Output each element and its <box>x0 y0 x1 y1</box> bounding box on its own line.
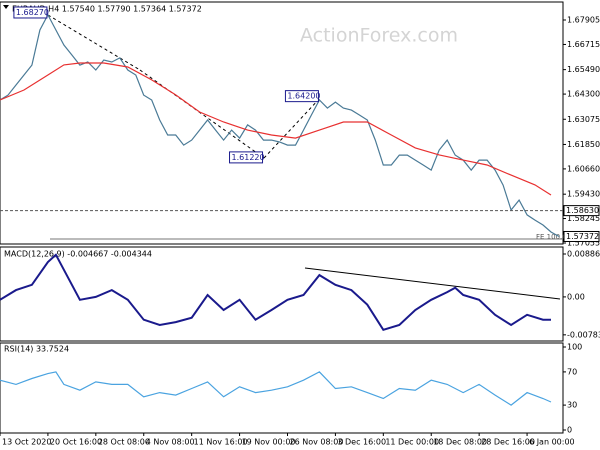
x-tick-label: 28 Dec 16:00 <box>481 438 535 447</box>
x-tick-label: 11 Dec 00:00 <box>385 438 439 447</box>
x-tick-label: 6 Jan 00:00 <box>529 438 575 447</box>
rsi-title: RSI(14) 33.7524 <box>4 345 69 354</box>
rsi-frame <box>0 342 564 434</box>
menu-icon <box>3 5 9 9</box>
main-frame <box>0 1 564 245</box>
x-tick-label: 18 Dec 08:00 <box>433 438 487 447</box>
y-tick-label: 1.58245 <box>567 214 600 223</box>
x-tick-label: 3 Dec 16:00 <box>337 438 386 447</box>
y-tick-label: 1.67905 <box>567 15 600 24</box>
x-tick-label: 28 Oct 08:00 <box>98 438 150 447</box>
y-tick-label: 100 <box>567 343 582 352</box>
macd-frame <box>0 246 564 342</box>
y-tick-label: -0.007834 <box>567 330 600 339</box>
y-tick-label: 1.65490 <box>567 65 600 74</box>
series-line <box>0 62 552 196</box>
fib-line <box>263 97 321 159</box>
y-tick-label: 1.59430 <box>567 190 600 199</box>
y-tick-label: 70 <box>567 367 577 376</box>
price-label-box <box>563 230 600 242</box>
y-tick-label: 1.57055 <box>567 239 600 248</box>
y-tick-label: 1.60660 <box>567 164 600 173</box>
x-tick-label: 19 Nov 00:00 <box>242 438 296 447</box>
y-tick-label: 0.00 <box>567 292 585 301</box>
price-label: 1.57372 <box>566 232 599 241</box>
y-tick-label: 1.66715 <box>567 40 600 49</box>
series-line <box>0 371 552 406</box>
annotation-label: 1.68270 <box>16 8 49 17</box>
y-tick-label: 30 <box>567 401 577 410</box>
x-tick-label: 4 Nov 08:00 <box>146 438 195 447</box>
annotation-label: 1.61220 <box>232 153 265 162</box>
x-tick-label: 20 Oct 16:00 <box>50 438 102 447</box>
chart-title: EURAUD,H4 1.57540 1.57790 1.57364 1.5737… <box>12 5 202 14</box>
y-tick-label: 1.61850 <box>567 140 600 149</box>
series-line <box>0 253 551 331</box>
fib-line <box>139 69 265 159</box>
y-tick-label: 0.00886 <box>567 250 600 259</box>
watermark: ActionForex.com <box>300 25 458 47</box>
fib-line <box>47 14 141 71</box>
y-tick-label: 0 <box>567 426 572 435</box>
annotation-box <box>13 6 48 19</box>
annotation-label: 1.64200 <box>287 92 320 101</box>
annotation-box <box>284 90 319 103</box>
x-tick-label: 26 Nov 08:00 <box>289 438 343 447</box>
fe-label: FE 100.0 <box>536 233 567 241</box>
price-label-box <box>563 205 600 217</box>
y-tick-label: 1.64300 <box>567 90 600 99</box>
macd-trendline <box>304 267 561 300</box>
annotation-box <box>229 151 264 164</box>
series-line <box>0 13 560 238</box>
price-label: 1.58630 <box>566 206 599 215</box>
x-tick-label: 11 Nov 16:00 <box>194 438 248 447</box>
y-tick-label: 1.63075 <box>567 115 600 124</box>
macd-title: MACD(12,26,9) -0.004667 -0.004344 <box>4 250 152 259</box>
x-tick-label: 13 Oct 2020 <box>2 438 51 447</box>
